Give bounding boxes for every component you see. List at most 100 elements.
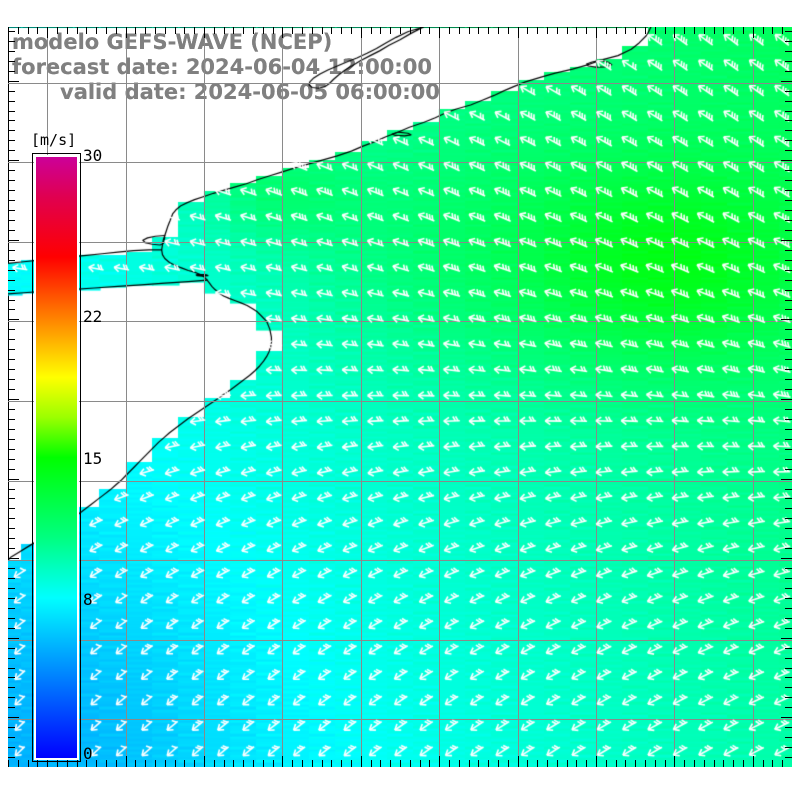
- tick-bottom: [380, 760, 381, 767]
- tick-top: [616, 27, 617, 34]
- tick-top: [527, 27, 528, 34]
- tick-top: [224, 27, 225, 34]
- tick-left: [8, 379, 15, 380]
- tick-top: [684, 27, 685, 34]
- tick-top: [772, 27, 773, 34]
- tick-top: [635, 27, 636, 34]
- tick-left: [8, 51, 15, 52]
- tick-top: [77, 27, 78, 34]
- tick-right: [785, 677, 792, 678]
- tick-right: [785, 290, 792, 291]
- tick-right: [785, 180, 792, 181]
- tick-bottom: [586, 760, 587, 767]
- tick-right: [785, 71, 792, 72]
- tick-right: [785, 200, 792, 201]
- tick-bottom: [763, 760, 764, 767]
- tick-bottom: [498, 760, 499, 767]
- tick-left: [8, 548, 15, 549]
- tick-right: [785, 518, 792, 519]
- tick-bottom: [8, 760, 9, 767]
- tick-bottom: [57, 760, 58, 767]
- tick-right: [785, 658, 792, 659]
- tick-right: [781, 319, 792, 320]
- tick-top: [135, 27, 136, 34]
- tick-right: [781, 717, 792, 718]
- tick-top: [28, 27, 29, 34]
- tick-left: [8, 111, 15, 112]
- tick-right: [785, 687, 792, 688]
- tick-right: [785, 250, 792, 251]
- tick-left: [8, 757, 15, 758]
- tick-left: [8, 71, 15, 72]
- tick-left: [8, 260, 15, 261]
- tick-right: [785, 270, 792, 271]
- tick-right: [785, 548, 792, 549]
- tick-top: [429, 27, 430, 34]
- tick-right: [785, 449, 792, 450]
- tick-right: [781, 479, 792, 480]
- tick-bottom: [322, 760, 323, 767]
- tick-top: [155, 27, 156, 34]
- tick-bottom: [18, 760, 19, 767]
- tick-left: [8, 498, 15, 499]
- tick-bottom: [194, 760, 195, 767]
- tick-top: [469, 27, 470, 34]
- tick-top: [537, 27, 538, 34]
- tick-left: [8, 101, 15, 102]
- tick-left: [8, 449, 15, 450]
- tick-right: [785, 120, 792, 121]
- tick-top: [96, 27, 97, 34]
- tick-top: [292, 27, 293, 34]
- tick-bottom: [439, 756, 440, 767]
- tick-top: [665, 27, 666, 34]
- tick-right: [781, 558, 792, 559]
- tick-bottom: [488, 760, 489, 767]
- tick-left: [8, 309, 15, 310]
- map-plot-area: [8, 27, 792, 767]
- tick-right: [785, 210, 792, 211]
- tick-left: [8, 31, 15, 32]
- tick-right: [785, 747, 792, 748]
- tick-right: [785, 489, 792, 490]
- tick-left: [8, 270, 15, 271]
- tick-right: [781, 160, 792, 161]
- tick-right: [785, 329, 792, 330]
- tick-top: [263, 27, 264, 34]
- tick-bottom: [704, 760, 705, 767]
- tick-left: [8, 588, 15, 589]
- tick-right: [785, 508, 792, 509]
- tick-right: [785, 359, 792, 360]
- tick-top: [723, 27, 724, 34]
- tick-left: [8, 220, 15, 221]
- tick-bottom: [28, 760, 29, 767]
- tick-bottom: [684, 760, 685, 767]
- tick-top: [478, 27, 479, 34]
- tick-top: [322, 27, 323, 34]
- wind-barb-arrows: [8, 27, 792, 767]
- tick-left: [8, 81, 19, 82]
- colorbar-tick-15: 15: [83, 448, 103, 468]
- tick-top: [547, 27, 548, 34]
- tick-top: [694, 27, 695, 34]
- tick-left: [8, 399, 19, 400]
- tick-right: [785, 140, 792, 141]
- tick-top: [420, 27, 421, 34]
- tick-right: [785, 459, 792, 460]
- tick-bottom: [341, 760, 342, 767]
- colorbar: [34, 155, 79, 760]
- tick-left: [8, 707, 15, 708]
- tick-right: [785, 439, 792, 440]
- tick-left: [8, 409, 15, 410]
- tick-bottom: [126, 756, 127, 767]
- tick-right: [785, 101, 792, 102]
- tick-right: [785, 220, 792, 221]
- tick-bottom: [106, 760, 107, 767]
- tick-right: [785, 727, 792, 728]
- tick-bottom: [645, 760, 646, 767]
- tick-right: [785, 41, 792, 42]
- tick-bottom: [233, 760, 234, 767]
- tick-bottom: [155, 760, 156, 767]
- tick-right: [785, 528, 792, 529]
- tick-top: [625, 27, 626, 34]
- tick-right: [785, 91, 792, 92]
